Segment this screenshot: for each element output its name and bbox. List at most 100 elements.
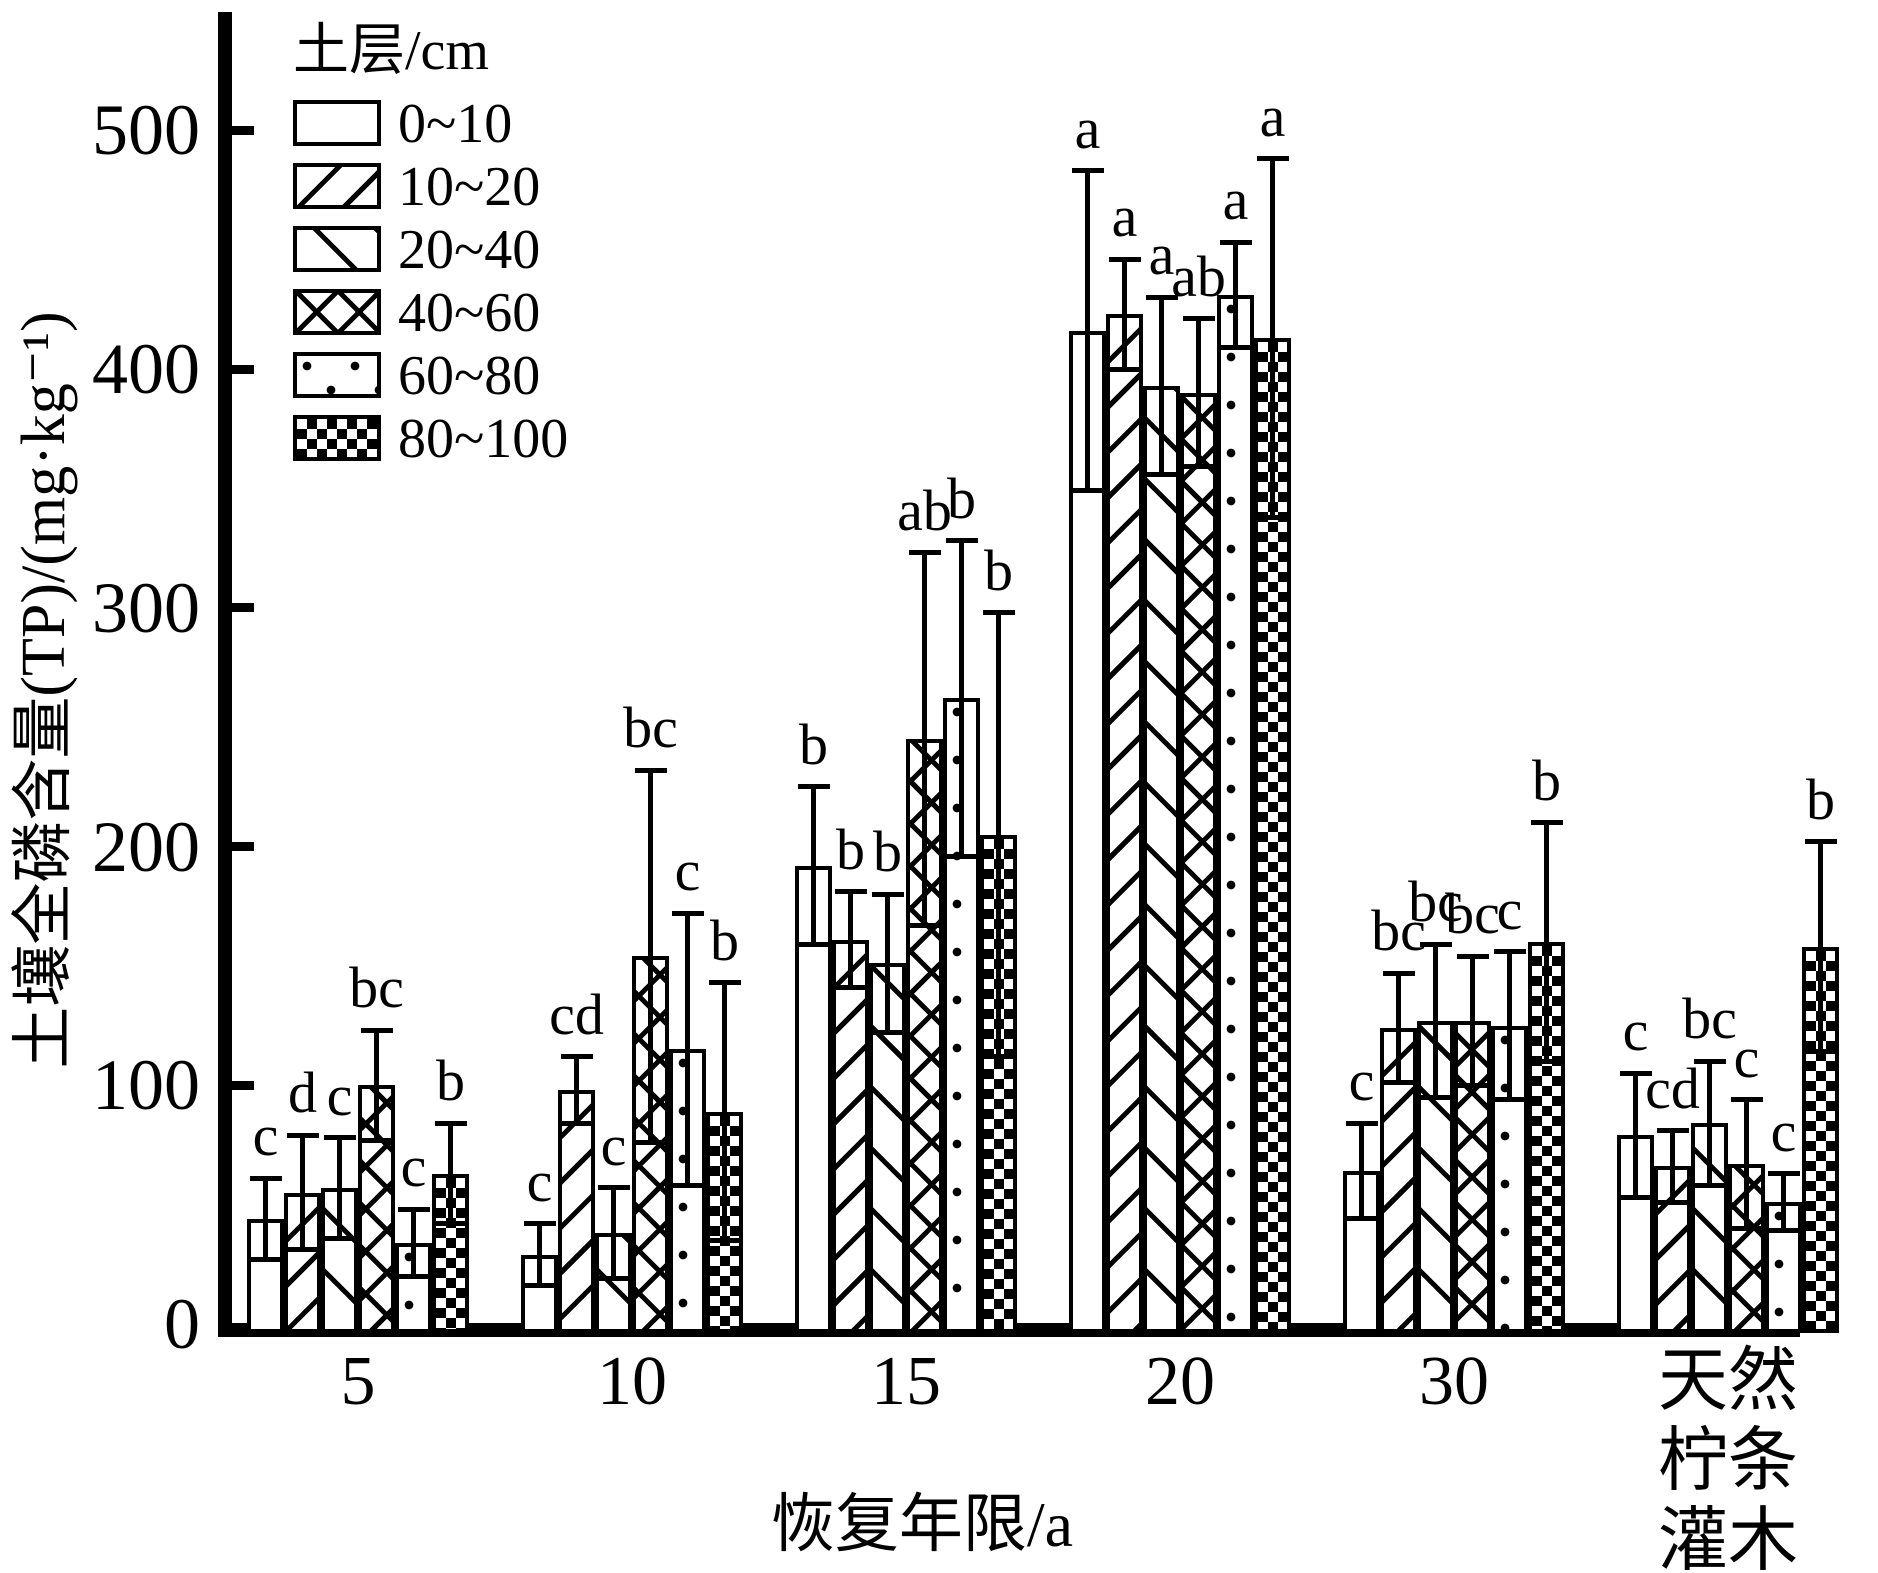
- significance-label: cd: [1645, 1055, 1700, 1121]
- error-bar-bottom-cap: [286, 1247, 319, 1253]
- error-bar-top-cap: [434, 1120, 467, 1126]
- y-tick-label: 200: [92, 806, 200, 887]
- x-category-label: 20: [1145, 1343, 1215, 1420]
- significance-label: c: [600, 1112, 627, 1178]
- legend-swatch: [293, 352, 381, 398]
- significance-label: b: [1532, 747, 1561, 813]
- error-bar: [374, 1030, 379, 1141]
- significance-label: b: [1806, 766, 1835, 832]
- y-axis-title: 土壤全磷含量(TP)/(mg·kg⁻¹): [10, 311, 78, 1069]
- significance-label: bc: [1445, 881, 1500, 947]
- error-bar-top-cap: [523, 1221, 556, 1227]
- error-bar: [1544, 822, 1549, 1062]
- legend-label: 20~40: [398, 219, 541, 281]
- error-bar-top-cap: [1767, 1171, 1800, 1177]
- y-tick-label: 400: [92, 329, 200, 409]
- error-bar-bottom-cap: [1493, 1097, 1526, 1103]
- error-bar: [611, 1187, 616, 1279]
- error-bar: [1359, 1123, 1364, 1219]
- error-bar-bottom-cap: [871, 1030, 904, 1036]
- error-bar-bottom-cap: [1145, 471, 1178, 477]
- error-bar-top-cap: [834, 889, 867, 895]
- significance-label: bc: [623, 695, 678, 761]
- bar: [1217, 294, 1254, 1333]
- error-bar-bottom-cap: [1693, 1183, 1726, 1189]
- error-bar-bottom-cap: [982, 1054, 1015, 1060]
- significance-label: bc: [1408, 869, 1463, 935]
- bar: [1069, 330, 1106, 1333]
- y-axis-line: [218, 12, 232, 1337]
- significance-label: a: [1148, 222, 1175, 288]
- bar: [432, 1173, 469, 1333]
- error-bar-top-cap: [1382, 970, 1415, 976]
- y-tick: [232, 125, 254, 135]
- significance-label: a: [1111, 184, 1138, 250]
- error-bar-top-cap: [1345, 1120, 1378, 1126]
- error-bar-bottom-cap: [1619, 1194, 1652, 1200]
- error-bar-top-cap: [1693, 1058, 1726, 1064]
- error-bar: [648, 770, 653, 1143]
- bar: [1765, 1202, 1802, 1333]
- error-bar-top-cap: [1619, 1070, 1652, 1076]
- error-bar-top-cap: [908, 550, 941, 556]
- error-bar-bottom-cap: [834, 984, 867, 990]
- error-bar-bottom-cap: [1219, 345, 1252, 350]
- error-bar-bottom-cap: [1456, 1082, 1489, 1088]
- error-bar-bottom-cap: [671, 1183, 704, 1189]
- bar: [832, 939, 869, 1333]
- error-bar: [1744, 1099, 1749, 1229]
- error-bar-top-cap: [1219, 239, 1252, 245]
- significance-label: a: [1222, 167, 1249, 233]
- error-bar: [537, 1223, 542, 1286]
- significance-label: d: [288, 1060, 317, 1126]
- error-bar-top-cap: [1656, 1128, 1689, 1134]
- error-bar-bottom-cap: [1256, 514, 1289, 520]
- y-tick: [232, 364, 254, 374]
- error-bar-bottom-cap: [1530, 1058, 1563, 1064]
- significance-label: c: [400, 1134, 427, 1200]
- error-bar-bottom-cap: [597, 1276, 630, 1282]
- error-bar-top-cap: [1182, 316, 1215, 322]
- error-bar: [996, 612, 1001, 1057]
- error-bar: [1159, 297, 1164, 475]
- bar: [1143, 385, 1180, 1333]
- error-bar-top-cap: [360, 1027, 393, 1033]
- error-bar-top-cap: [982, 610, 1015, 616]
- error-bar-top-cap: [871, 891, 904, 897]
- error-bar: [1633, 1073, 1638, 1198]
- error-bar: [263, 1178, 268, 1260]
- bar: [1180, 392, 1217, 1333]
- error-bar-bottom-cap: [945, 853, 978, 859]
- error-bar-top-cap: [397, 1206, 430, 1212]
- bar: [558, 1090, 595, 1333]
- error-bar-bottom-cap: [1108, 366, 1141, 372]
- error-bar: [1396, 973, 1401, 1083]
- x-category-label: 10: [597, 1343, 667, 1420]
- significance-label: b: [984, 537, 1013, 603]
- error-bar: [300, 1135, 305, 1250]
- error-bar-top-cap: [797, 784, 830, 790]
- x-category-label: 15: [871, 1343, 941, 1420]
- significance-label: a: [1074, 95, 1101, 161]
- error-bar: [1196, 318, 1201, 467]
- error-bar-top-cap: [1456, 953, 1489, 959]
- error-bar: [1707, 1061, 1712, 1186]
- error-bar-bottom-cap: [434, 1221, 467, 1227]
- error-bar-bottom-cap: [323, 1235, 356, 1241]
- legend-swatch: [293, 163, 381, 209]
- error-bar-bottom-cap: [249, 1257, 282, 1263]
- error-bar-bottom-cap: [634, 1140, 667, 1146]
- error-bar: [1470, 956, 1475, 1086]
- significance-label: c: [526, 1148, 553, 1214]
- legend-title: 土层/cm: [293, 20, 489, 82]
- y-tick-label: 100: [92, 1045, 200, 1126]
- y-tick-label: 0: [164, 1284, 200, 1364]
- error-bar: [1670, 1130, 1675, 1203]
- error-bar-top-cap: [1804, 839, 1837, 845]
- significance-label: b: [873, 819, 902, 885]
- significance-label: c: [1770, 1098, 1797, 1164]
- error-bar-top-cap: [1493, 949, 1526, 955]
- error-bar: [959, 540, 964, 857]
- bar: [980, 834, 1017, 1333]
- error-bar: [1818, 841, 1823, 1052]
